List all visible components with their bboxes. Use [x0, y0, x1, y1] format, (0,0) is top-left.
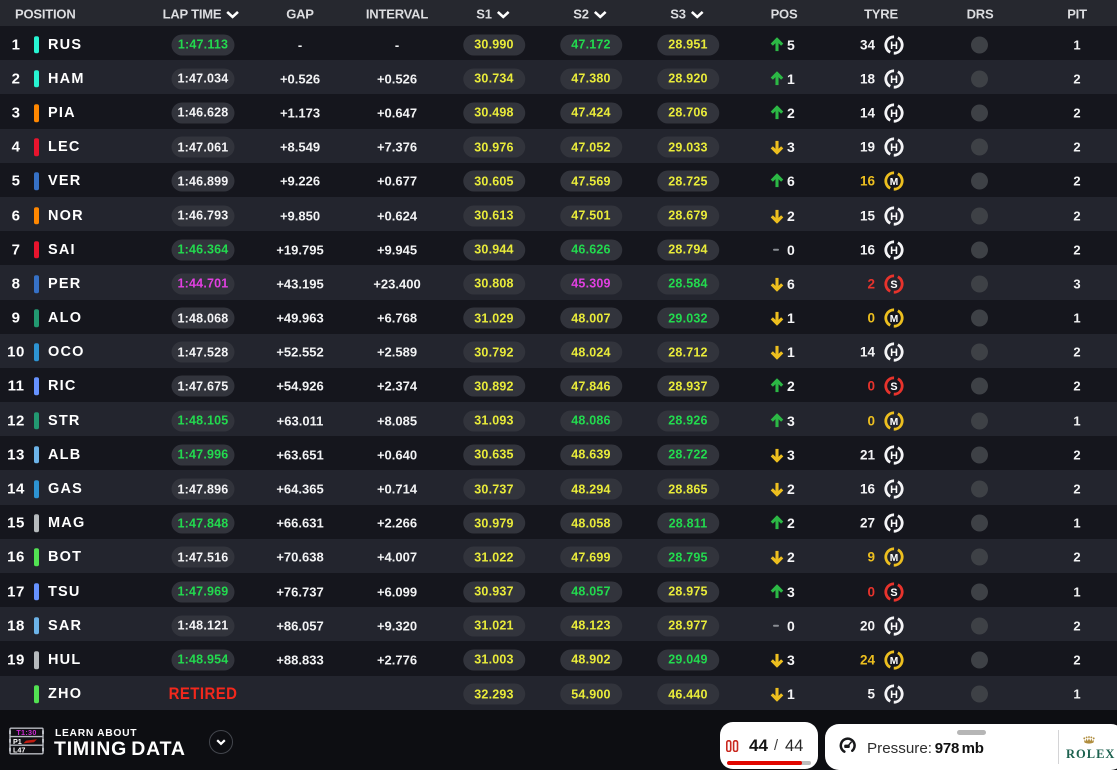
svg-text:H: H: [890, 450, 898, 462]
svg-text:H: H: [890, 142, 898, 154]
svg-text:T1:30: T1:30: [16, 728, 36, 737]
svg-text:H: H: [890, 210, 898, 222]
svg-text:S: S: [890, 381, 897, 393]
svg-text:S: S: [890, 586, 897, 598]
svg-text:M: M: [890, 656, 899, 667]
svg-text:H: H: [890, 74, 898, 86]
svg-text:M: M: [890, 314, 899, 325]
svg-text:H: H: [890, 518, 898, 530]
svg-text:M: M: [890, 553, 899, 564]
svg-text:S: S: [890, 279, 897, 291]
svg-text:H: H: [890, 689, 898, 701]
svg-text:L47: L47: [13, 745, 25, 754]
svg-text:H: H: [890, 245, 898, 257]
svg-text:M: M: [890, 416, 899, 427]
svg-text:H: H: [890, 108, 898, 120]
svg-text:H: H: [890, 484, 898, 496]
svg-text:H: H: [890, 621, 898, 633]
svg-text:H: H: [890, 39, 898, 51]
svg-text:P1: P1: [13, 736, 22, 745]
svg-text:H: H: [890, 347, 898, 359]
svg-text:M: M: [890, 177, 899, 188]
